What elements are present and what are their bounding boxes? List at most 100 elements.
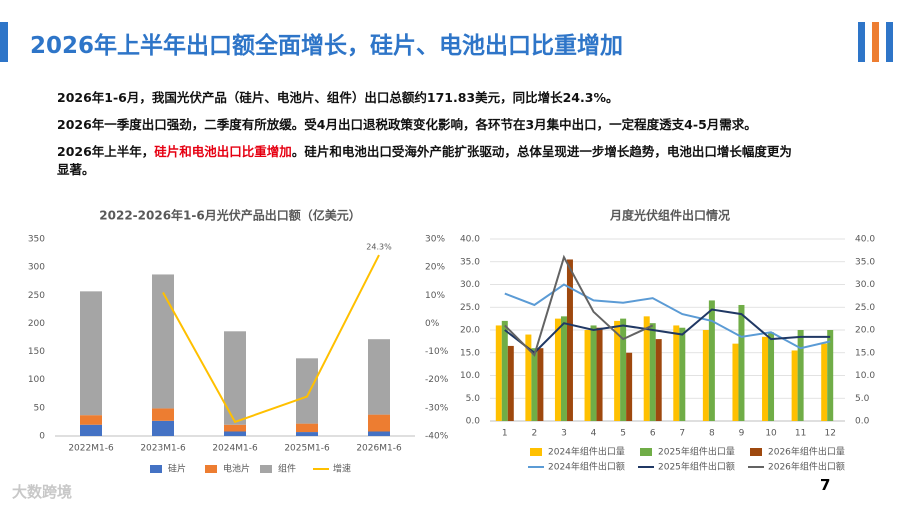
line <box>504 254 654 357</box>
bar <box>554 318 561 421</box>
legend-label: 2025年组件出口额 <box>658 461 735 473</box>
x-tick-label: 12 <box>824 429 835 439</box>
bar <box>791 350 798 421</box>
legend-swatch <box>750 448 762 456</box>
paragraph: 2026年上半年，硅片和电池出口比重增加。硅片和电池出口受海外产能扩张驱动，总体… <box>57 143 797 179</box>
legend-label: 硅片 <box>168 463 186 475</box>
bar-segment <box>80 415 102 425</box>
bar <box>507 345 514 421</box>
x-tick-label: 2024M1-6 <box>212 444 258 454</box>
tick-label: 0.0 <box>855 417 870 427</box>
x-tick-label: 2026M1-6 <box>356 444 402 454</box>
tick-label: 35.0 <box>460 257 480 267</box>
legend-label: 2024年组件出口量 <box>548 446 625 458</box>
x-tick-label: 5 <box>620 429 626 439</box>
x-tick-label: 8 <box>709 429 715 439</box>
bar <box>537 348 544 421</box>
chart-title: 2022-2026年1-6月光伏产品出口额（亿美元） <box>99 208 360 223</box>
tick-label: 0 <box>39 432 45 442</box>
bar-segment <box>296 432 318 436</box>
bar <box>525 334 532 421</box>
bar <box>584 330 591 421</box>
tick-label: -30% <box>425 403 449 413</box>
bar <box>827 330 834 421</box>
tick-label: 30.0 <box>460 280 480 290</box>
bar <box>821 343 828 421</box>
bar <box>762 336 769 421</box>
bar <box>679 327 686 421</box>
logo: 大数跨境 <box>12 483 73 501</box>
tick-label: 350 <box>28 235 45 245</box>
bar <box>708 300 715 421</box>
slide-title: 2026年上半年出口额全面增长，硅片、电池出口比重增加 <box>30 33 624 59</box>
x-tick-label: 1 <box>502 429 508 439</box>
tick-label: 40.0 <box>855 235 875 245</box>
tick-label: 35.0 <box>855 257 875 267</box>
legend-swatch <box>530 448 542 456</box>
bar-segment <box>80 424 102 436</box>
legend-swatch <box>260 465 272 473</box>
bar <box>566 259 573 421</box>
tick-label: 20.0 <box>460 326 480 336</box>
tick-label: 30.0 <box>855 280 875 290</box>
tick-label: 25.0 <box>855 303 875 313</box>
accent-bar <box>0 22 8 62</box>
bar <box>732 343 739 421</box>
paragraph: 2026年1-6月，我国光伏产品（硅片、电池片、组件）出口总额约171.83美元… <box>57 90 619 105</box>
x-tick-label: 2 <box>532 429 538 439</box>
bar-segment <box>368 431 390 436</box>
bar-segment <box>152 274 174 409</box>
x-tick-label: 2025M1-6 <box>284 444 330 454</box>
legend-label: 组件 <box>278 463 296 475</box>
bar <box>626 352 633 421</box>
bar-segment <box>80 291 102 416</box>
bar-segment <box>224 424 246 432</box>
legend-label: 电池片 <box>223 463 250 475</box>
legend-swatch <box>150 465 162 473</box>
x-tick-label: 3 <box>561 429 567 439</box>
legend-swatch <box>205 465 217 473</box>
legend-label: 2024年组件出口额 <box>548 461 625 473</box>
tick-label: -40% <box>425 432 449 442</box>
tick-label: 25.0 <box>460 303 480 313</box>
bar <box>560 316 567 421</box>
legend-label: 2026年组件出口量 <box>768 446 845 458</box>
bar <box>649 323 656 421</box>
bar-segment <box>368 339 390 415</box>
highlight: 硅片和电池出口比重增加 <box>154 144 292 159</box>
tick-label: 0.0 <box>466 417 481 427</box>
line <box>162 254 380 424</box>
bar-segment <box>152 420 174 436</box>
tick-label: 100 <box>28 375 45 385</box>
bar <box>590 325 597 421</box>
bar-segment <box>224 431 246 436</box>
line <box>504 283 831 350</box>
tick-label: 50 <box>34 403 46 413</box>
bar <box>531 348 538 421</box>
x-tick-label: 6 <box>650 429 656 439</box>
tick-label: 150 <box>28 347 45 357</box>
bar-segment <box>296 358 318 424</box>
legend-swatch <box>640 448 652 456</box>
tick-label: -20% <box>425 375 449 385</box>
chart-title: 月度光伏组件出口情况 <box>609 208 730 223</box>
data-label: 24.3% <box>366 243 392 252</box>
tick-label: 20.0 <box>855 326 875 336</box>
text: 2026年上半年， <box>57 144 155 159</box>
x-tick-label: 2023M1-6 <box>140 444 186 454</box>
tick-label: 40.0 <box>460 235 480 245</box>
x-tick-label: 4 <box>591 429 597 439</box>
page-number: 7 <box>820 476 831 494</box>
bar <box>643 316 650 421</box>
line <box>504 308 831 355</box>
bar <box>501 320 508 421</box>
bar-segment <box>368 414 390 432</box>
bar <box>738 304 745 421</box>
tick-label: 10% <box>425 291 445 301</box>
x-tick-label: 11 <box>795 429 806 439</box>
bar-segment <box>224 331 246 425</box>
tick-label: 300 <box>28 263 45 273</box>
bar <box>673 325 680 421</box>
